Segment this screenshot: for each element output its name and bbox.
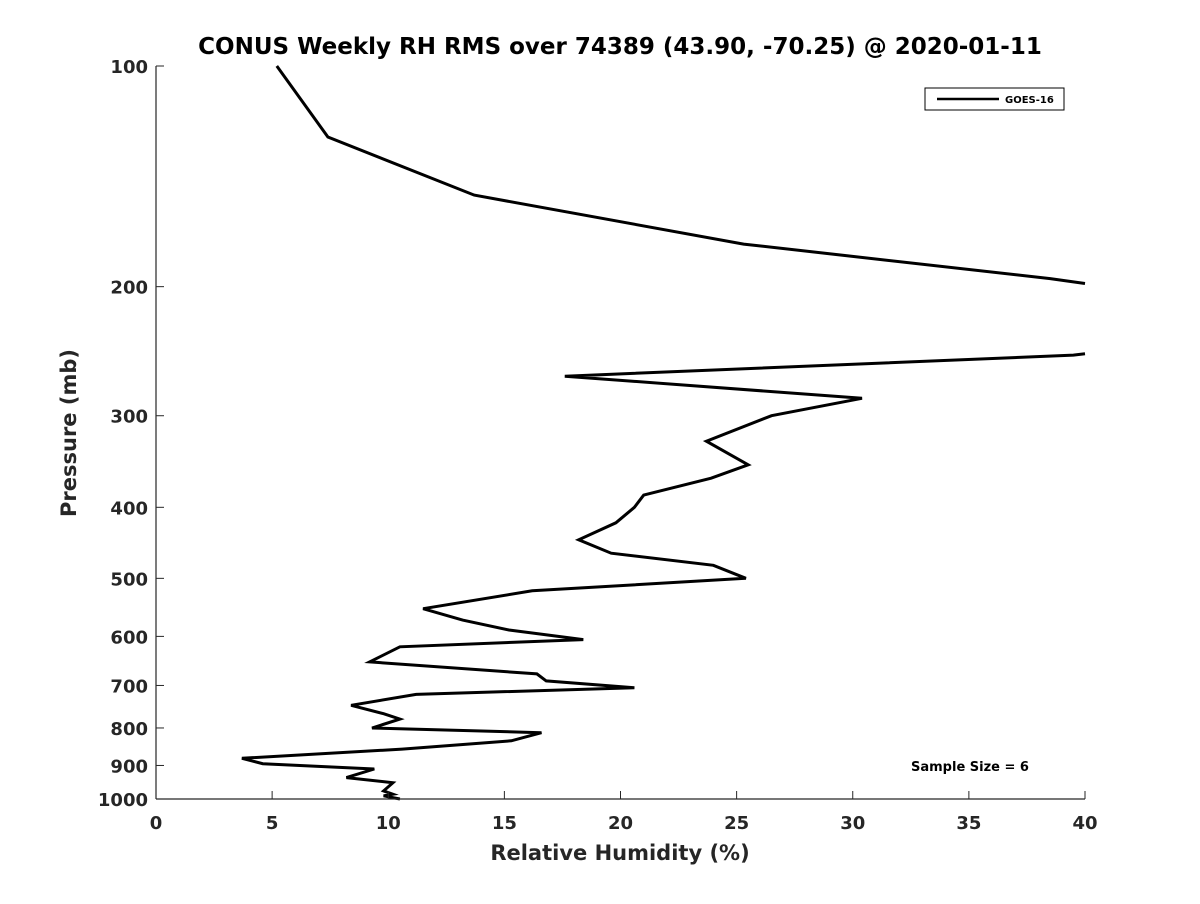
- series-layer: [241, 65, 1086, 801]
- x-tick-label: 25: [724, 813, 749, 834]
- x-tick-label: 0: [150, 813, 163, 834]
- legend: GOES-16: [924, 87, 1065, 111]
- y-tick-label: 200: [110, 278, 148, 299]
- x-axis-ticks: 0 5 10 15 20 25 30 35 40: [150, 791, 1098, 834]
- series-line-goes-16-segment-2: [241, 352, 1086, 801]
- y-tick-label: 600: [110, 627, 148, 648]
- x-tick-label: 30: [840, 813, 865, 834]
- sample-size-annotation: Sample Size = 6: [911, 760, 1029, 775]
- y-tick-label: 400: [110, 498, 148, 519]
- y-tick-label: 500: [110, 569, 148, 590]
- x-tick-label: 5: [266, 813, 279, 834]
- x-tick-label: 35: [956, 813, 981, 834]
- series-line-goes-16-segment-1: [275, 65, 1086, 285]
- y-tick-label: 900: [110, 756, 148, 777]
- y-tick-label: 100: [110, 57, 148, 78]
- x-tick-label: 10: [376, 813, 401, 834]
- legend-label-goes-16: GOES-16: [1005, 95, 1054, 106]
- y-tick-label: 300: [110, 407, 148, 428]
- y-tick-label: 700: [110, 676, 148, 697]
- y-axis-ticks: 100 200 300 400 500 600 700 800 900 1000: [98, 57, 164, 811]
- y-tick-label: 1000: [98, 790, 148, 811]
- y-axis-label: Pressure (mb): [57, 349, 81, 517]
- chart-title: CONUS Weekly RH RMS over 74389 (43.90, -…: [198, 34, 1042, 60]
- y-tick-label: 800: [110, 719, 148, 740]
- x-tick-label: 20: [608, 813, 633, 834]
- x-axis-label: Relative Humidity (%): [490, 841, 749, 865]
- x-tick-label: 40: [1072, 813, 1097, 834]
- x-tick-label: 15: [492, 813, 517, 834]
